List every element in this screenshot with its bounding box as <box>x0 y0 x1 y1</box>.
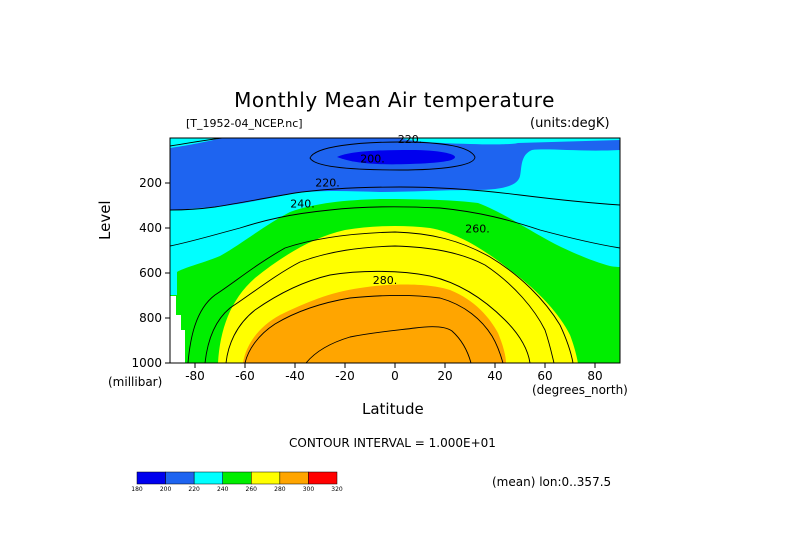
contour-line-220 <box>170 186 620 211</box>
y-tick-label: 200 <box>139 176 162 190</box>
region-fill-200 <box>170 138 620 210</box>
x-tick-label: 20 <box>437 369 452 383</box>
colorbar-tick-label: 240 <box>217 486 229 493</box>
axes: -80 -60 -40 -20 0 20 40 60 80 200 400 600 800 1000 <box>131 176 602 383</box>
y-unit-label: (millibar) <box>108 375 163 389</box>
colorbar-swatch <box>279 471 309 485</box>
colorbar-swatch <box>251 471 281 485</box>
x-axis-label: Latitude <box>362 400 424 418</box>
contour-lines <box>170 138 620 363</box>
colorbar-tick-label: 220 <box>188 486 200 493</box>
units-label: (units:degK) <box>530 116 610 131</box>
colorbar-swatch <box>222 471 252 485</box>
colorbar-swatch <box>136 471 166 485</box>
contour-line-260 <box>225 270 531 363</box>
region-fill-280 <box>243 284 506 363</box>
contour-label: 260. <box>465 222 490 235</box>
y-tick-label: 400 <box>139 221 162 235</box>
contour-line-200 <box>309 141 476 171</box>
region-fill-180 <box>337 150 455 165</box>
contour-label: 220. <box>315 177 340 190</box>
colorbar-tick-label: 280 <box>274 486 286 493</box>
colorbar-swatch <box>193 471 223 485</box>
y-tick-label: 600 <box>139 266 162 280</box>
x-tick-label: -40 <box>285 369 305 383</box>
x-tick-label: 40 <box>487 369 502 383</box>
contour-line-230 <box>170 206 620 249</box>
x-tick-label: 80 <box>587 369 602 383</box>
x-tick-label: -80 <box>185 369 205 383</box>
colorbar: 180 200 220 240 260 280 300 320 <box>131 471 343 493</box>
contour-line-280 <box>305 326 472 363</box>
colorbar-tick-label: 300 <box>303 486 315 493</box>
x-unit-label: (degrees_north) <box>532 383 628 397</box>
y-tick-label: 800 <box>139 311 162 325</box>
colorbar-tick-label: 260 <box>246 486 258 493</box>
chart-title: Monthly Mean Air temperature <box>234 88 555 112</box>
y-axis-label: Level <box>96 200 114 240</box>
contour-label: 220. <box>398 133 423 146</box>
x-tick-label: -60 <box>235 369 255 383</box>
colorbar-swatch <box>165 471 195 485</box>
contour-line-250 <box>204 245 555 363</box>
contour-label: 240. <box>290 197 315 210</box>
contour-line-200-upper <box>170 138 223 147</box>
colorbar-tick-label: 320 <box>331 486 343 493</box>
contour-fills <box>170 138 620 363</box>
contour-line-270 <box>244 294 504 363</box>
region-fill-blank-left <box>170 296 185 363</box>
x-tick-label: 60 <box>537 369 552 383</box>
colorbar-swatch <box>308 471 338 485</box>
x-tick-label: -20 <box>335 369 355 383</box>
x-tick-label: 0 <box>391 369 399 383</box>
mean-note: (mean) lon:0..357.5 <box>492 475 612 489</box>
contour-interval-label: CONTOUR INTERVAL = 1.000E+01 <box>289 436 496 450</box>
colorbar-tick-label: 200 <box>160 486 172 493</box>
contour-label: 280. <box>373 274 398 287</box>
contour-labels: 220.200.220.240.260.280. <box>290 133 490 287</box>
file-label: [T_1952-04_NCEP.nc] <box>186 117 303 130</box>
contour-line-240 <box>187 231 574 363</box>
y-tick-label: 1000 <box>131 356 162 370</box>
contour-label: 200. <box>360 152 385 165</box>
colorbar-tick-label: 180 <box>131 486 143 493</box>
